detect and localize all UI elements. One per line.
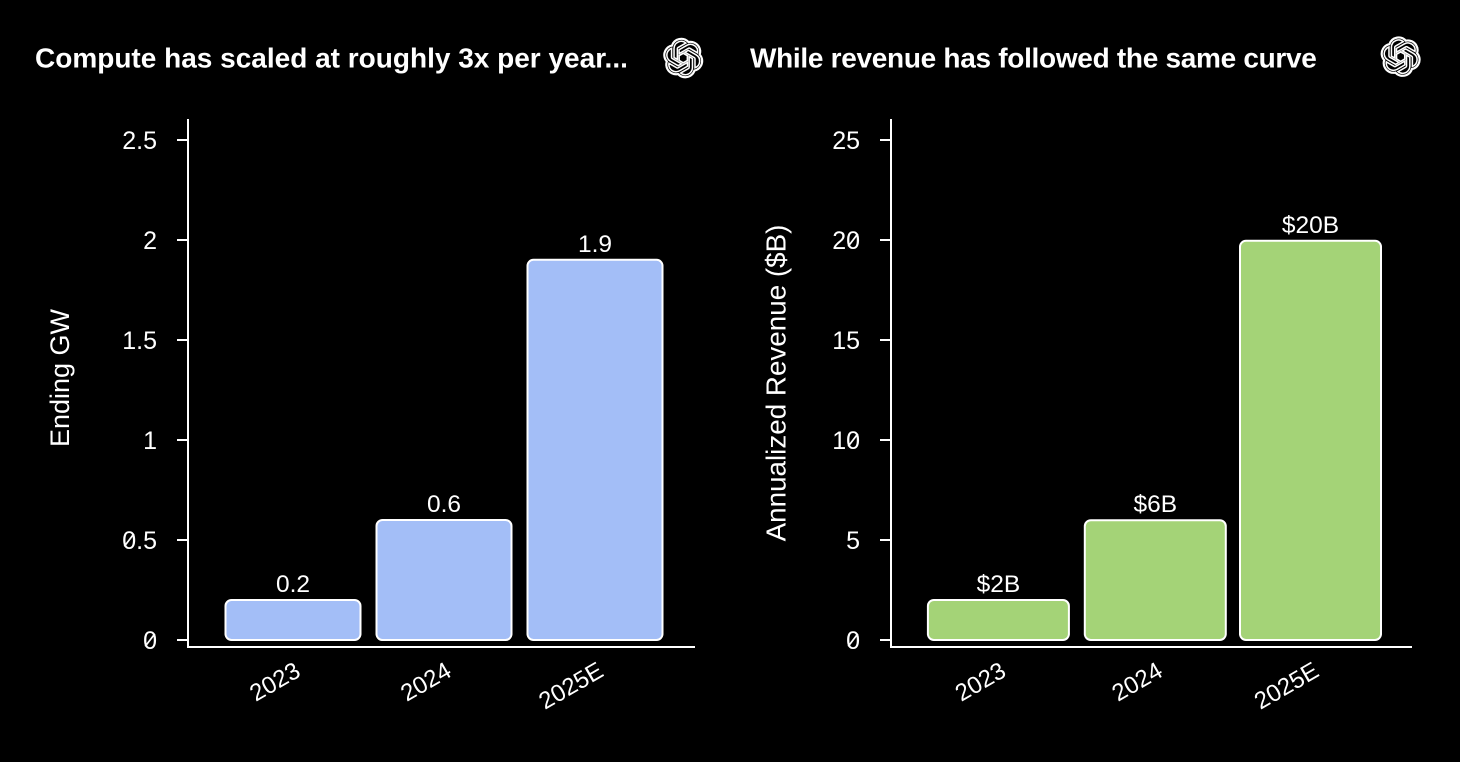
svg-text:2: 2 bbox=[143, 227, 157, 255]
svg-text:Ending GW: Ending GW bbox=[45, 308, 75, 447]
svg-text:0.2: 0.2 bbox=[276, 571, 310, 598]
svg-text:25: 25 bbox=[832, 127, 860, 155]
svg-text:$20B: $20B bbox=[1282, 212, 1339, 239]
svg-text:0.6: 0.6 bbox=[427, 491, 461, 518]
svg-text:1: 1 bbox=[143, 427, 157, 455]
svg-text:$2B: $2B bbox=[977, 571, 1021, 598]
svg-text:20: 20 bbox=[832, 227, 860, 255]
svg-text:1.9: 1.9 bbox=[578, 231, 612, 258]
svg-text:Compute has scaled at roughly: Compute has scaled at roughly 3x per yea… bbox=[35, 43, 628, 74]
svg-text:1.5: 1.5 bbox=[122, 327, 157, 355]
svg-text:0.5: 0.5 bbox=[122, 527, 157, 555]
svg-text:5: 5 bbox=[846, 527, 860, 555]
svg-text:10: 10 bbox=[832, 427, 860, 455]
svg-text:15: 15 bbox=[832, 327, 860, 355]
svg-text:While revenue has followed the: While revenue has followed the same curv… bbox=[750, 43, 1317, 74]
svg-text:$6B: $6B bbox=[1134, 491, 1178, 518]
svg-text:2.5: 2.5 bbox=[122, 127, 157, 155]
svg-text:Annualized Revenue ($B): Annualized Revenue ($B) bbox=[761, 225, 792, 542]
